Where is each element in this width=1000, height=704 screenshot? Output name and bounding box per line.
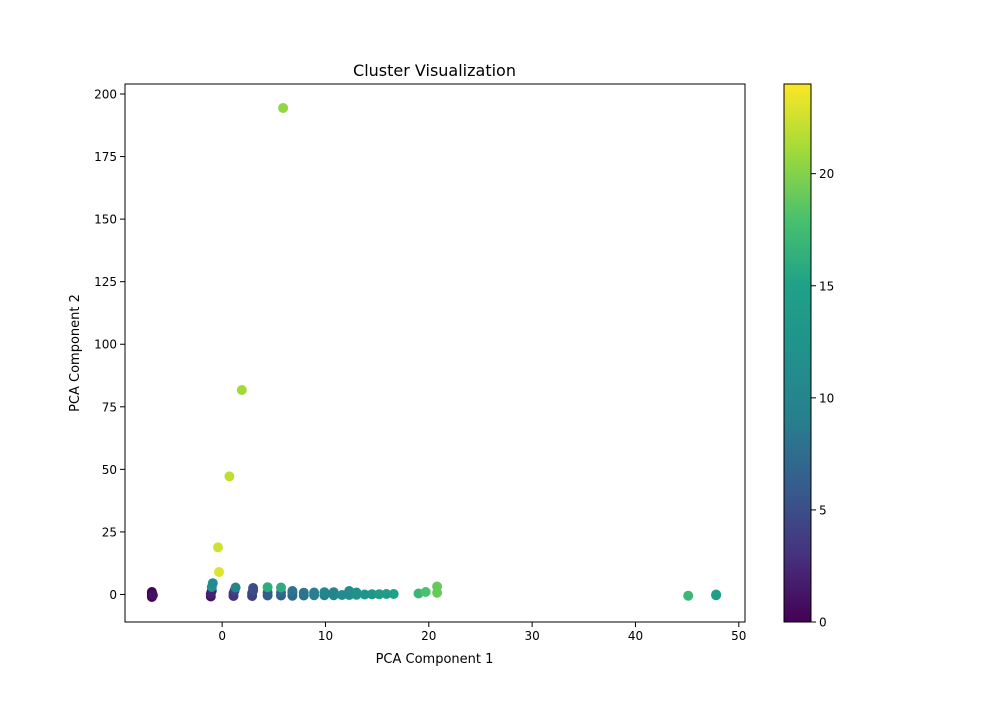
- y-tick-label: 200: [94, 88, 117, 102]
- chart-title: Cluster Visualization: [353, 61, 516, 80]
- colorbar-tick-label: 5: [819, 503, 827, 517]
- data-point: [359, 589, 370, 600]
- plot-area: [125, 84, 745, 622]
- x-tick-label: 10: [318, 629, 333, 643]
- data-point: [683, 590, 694, 601]
- x-tick-label: 30: [524, 629, 539, 643]
- data-point: [381, 589, 392, 599]
- y-tick-label: 150: [94, 213, 117, 227]
- data-point: [230, 582, 241, 593]
- data-point: [319, 587, 330, 598]
- data-point: [432, 587, 443, 598]
- data-point: [213, 542, 223, 553]
- y-tick-label: 175: [94, 150, 117, 164]
- data-point: [328, 587, 339, 598]
- data-point: [224, 471, 235, 482]
- data-point: [367, 589, 377, 600]
- y-tick-label: 25: [102, 525, 117, 539]
- y-tick-label: 75: [102, 400, 117, 414]
- y-axis-ticks: 0 25 50 75 100 125 150 175 200: [94, 88, 125, 602]
- x-tick-label: 20: [421, 629, 436, 643]
- plot-frame: [124, 83, 746, 623]
- data-point: [351, 587, 362, 598]
- x-tick-label: 50: [731, 629, 746, 643]
- x-axis-ticks: 0 10 20 30 40 50: [218, 622, 746, 643]
- data-point: [388, 589, 399, 599]
- x-axis-label: PCA Component 1: [376, 652, 494, 667]
- data-point: [420, 587, 431, 597]
- colorbar-ticks: 0 5 10 15 20: [811, 167, 834, 630]
- y-tick-label: 125: [94, 275, 117, 289]
- colorbar-tick-label: 0: [819, 616, 827, 630]
- data-point: [309, 587, 320, 598]
- data-point: [278, 103, 289, 113]
- data-point: [262, 582, 273, 593]
- points-layer: [146, 103, 722, 602]
- data-point: [298, 587, 309, 598]
- data-point: [236, 385, 247, 395]
- data-point: [214, 567, 224, 577]
- data-point: [374, 589, 385, 600]
- colorbar-tick-label: 20: [819, 167, 834, 181]
- x-tick-label: 40: [628, 629, 643, 643]
- y-tick-label: 50: [102, 463, 117, 477]
- y-tick-label: 0: [109, 588, 117, 602]
- data-point: [287, 586, 298, 596]
- x-tick-label: 0: [218, 629, 226, 643]
- data-point: [147, 590, 158, 600]
- colorbar: [783, 83, 812, 623]
- colorbar-tick-label: 10: [819, 391, 834, 405]
- y-tick-label: 100: [94, 338, 117, 352]
- data-point: [248, 583, 259, 593]
- y-axis-label: PCA Component 2: [68, 294, 83, 412]
- colorbar-tick-label: 15: [819, 279, 834, 293]
- data-point: [711, 589, 722, 600]
- data-point: [276, 582, 286, 593]
- data-point: [207, 578, 218, 589]
